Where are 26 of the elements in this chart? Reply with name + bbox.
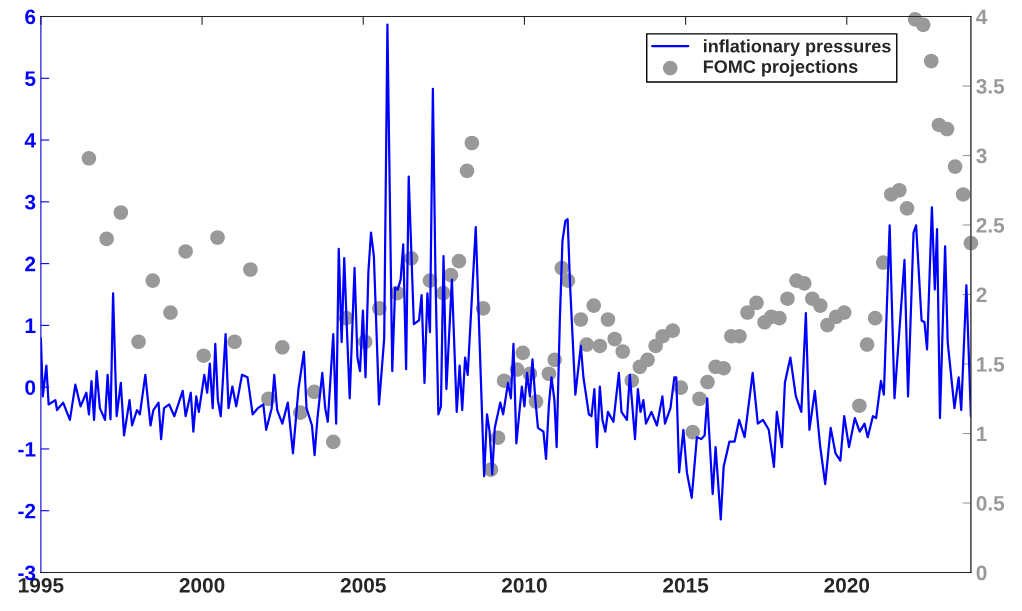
- legend-label: FOMC projections: [703, 59, 858, 77]
- y2-tick-label: 1: [977, 426, 987, 442]
- y2-tick-label: 1.5: [977, 357, 1005, 372]
- y-tick-label: 2: [25, 256, 36, 272]
- x-tick-label: 2020: [824, 577, 870, 593]
- y2-tick-label: 4: [976, 9, 988, 25]
- y2-tick-label: 3.5: [976, 79, 1005, 94]
- x-tick-label: 2000: [179, 577, 225, 593]
- x-tick-label: 2010: [501, 577, 547, 593]
- y2-tick-label: 0: [976, 565, 987, 581]
- y2-tick-label: 2: [976, 287, 987, 303]
- y-tick-label: 3: [24, 194, 36, 210]
- line-series: [40, 23, 971, 521]
- y-tick-label: 0: [25, 380, 36, 395]
- y-tick-label: 6: [25, 9, 36, 25]
- legend-label: inflationary pressures: [703, 39, 891, 57]
- y2-tick-label: 2.5: [976, 218, 1005, 233]
- y-tick-label: -1: [18, 442, 36, 457]
- y-tick-label: 4: [24, 133, 36, 148]
- x-tick-label: 2005: [340, 577, 386, 593]
- x-tick-label: 2015: [663, 577, 709, 593]
- y-tick-label: 5: [25, 71, 36, 87]
- y-tick-label: -2: [18, 503, 36, 519]
- y2-tick-label: 0.5: [976, 496, 1005, 511]
- y2-tick-label: 3: [976, 148, 987, 164]
- y-tick-label: 1: [25, 318, 36, 333]
